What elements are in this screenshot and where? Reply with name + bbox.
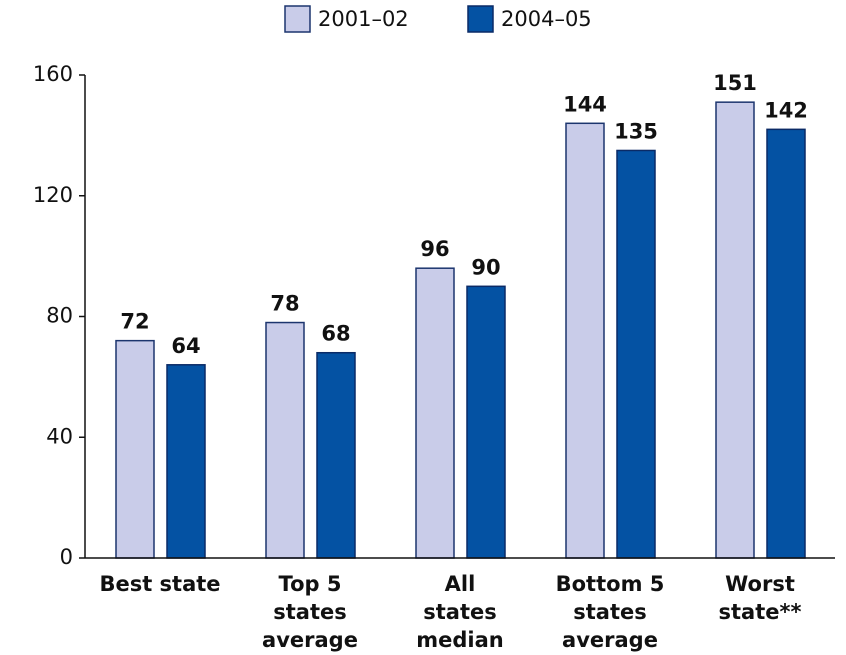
x-tick-label: Top 5 [279,572,342,596]
bar [316,351,356,559]
x-tick-label: Worst [725,572,795,596]
bar [115,339,155,559]
data-label: 68 [321,322,350,346]
y-tick-label: 120 [33,183,73,207]
bar [415,267,455,559]
x-tick-label: Best state [99,572,220,596]
x-tick-label: state** [719,600,802,624]
data-label: 72 [120,310,149,334]
x-tick-label: average [262,628,358,652]
data-label: 142 [764,98,808,122]
x-tick-label: states [423,600,497,624]
data-label: 64 [171,334,200,358]
x-tick-label: states [273,600,347,624]
data-label: 90 [471,255,500,279]
y-tick-label: 80 [46,304,73,328]
data-label: 144 [563,92,607,116]
x-tick-label: All [445,572,476,596]
x-tick-label: median [416,628,503,652]
x-tick-label: average [562,628,658,652]
legend-swatch [284,5,311,33]
x-tick-label: Bottom 5 [556,572,665,596]
bar [766,128,806,559]
bar [565,122,605,559]
bar [466,285,506,559]
bar [265,321,305,559]
legend-label: 2004–05 [501,7,592,31]
data-label: 135 [614,119,658,143]
legend-label: 2001–02 [318,7,409,31]
bar [616,149,656,559]
legend-swatch [467,5,494,33]
data-label: 96 [420,237,449,261]
bar [715,101,755,559]
bar [166,364,206,559]
data-label: 78 [270,292,299,316]
y-tick-label: 0 [60,545,73,569]
data-label: 151 [713,71,757,95]
y-tick-label: 160 [33,62,73,86]
y-tick-label: 40 [46,424,73,448]
x-tick-label: states [573,600,647,624]
